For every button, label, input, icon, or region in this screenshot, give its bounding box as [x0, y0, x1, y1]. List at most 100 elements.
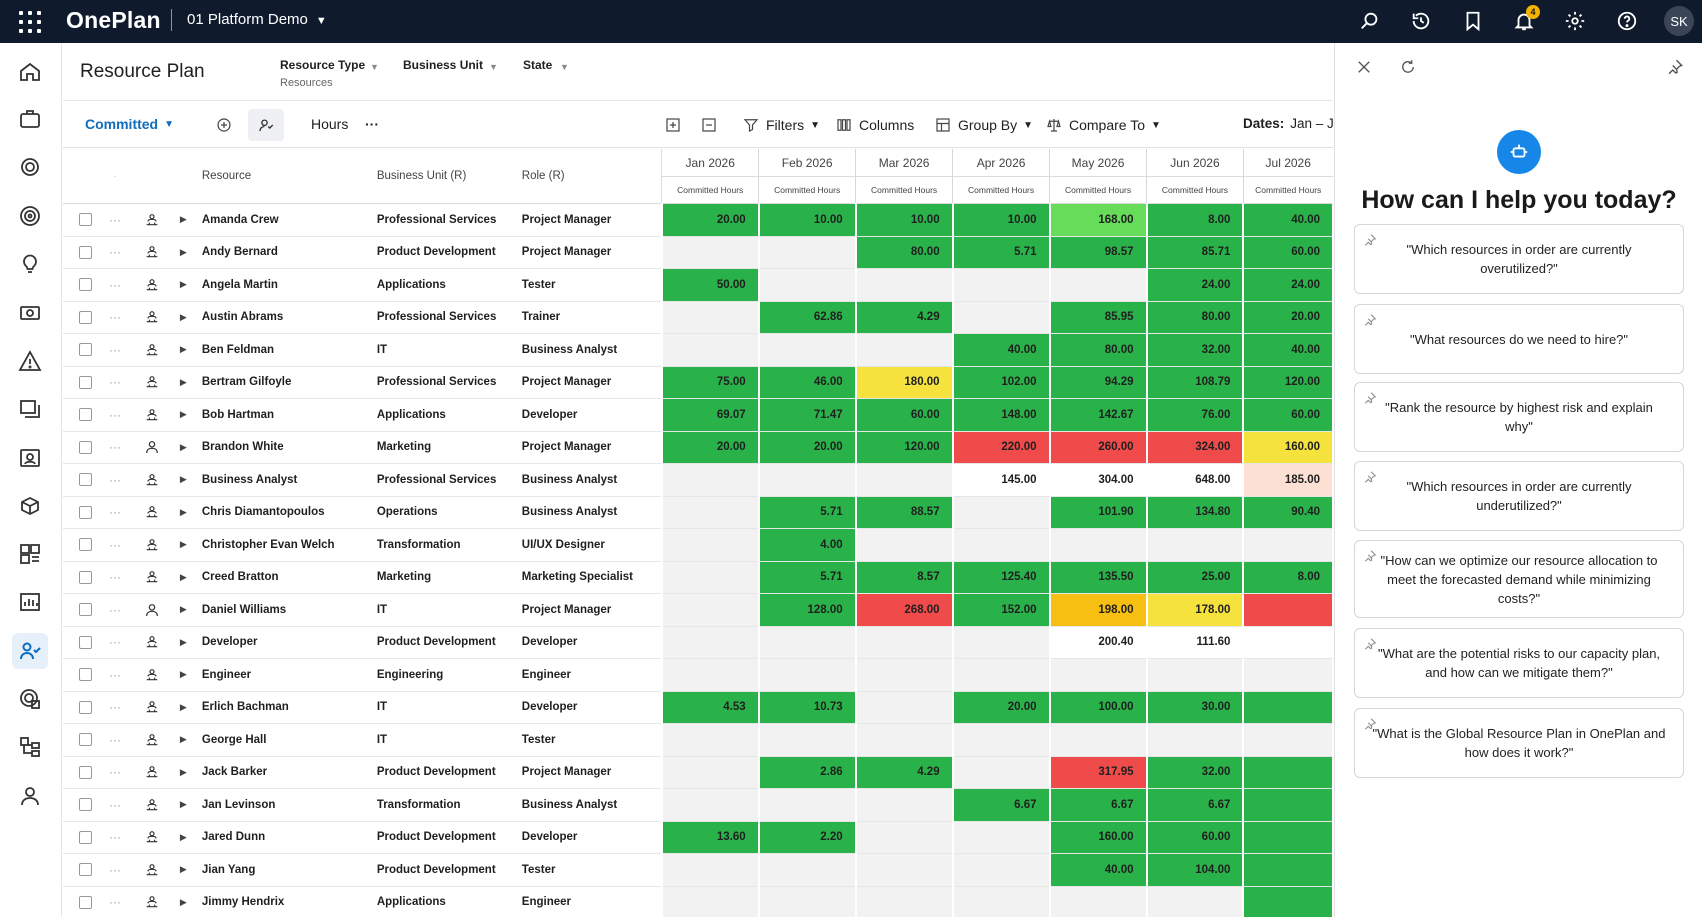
hours-cell[interactable] — [757, 626, 857, 659]
hours-cell[interactable] — [660, 496, 760, 529]
resource-name[interactable]: Jack Barker — [195, 756, 371, 789]
table-row[interactable]: ··· ▶ Bob Hartman Applications Developer 69.0… — [63, 398, 1333, 432]
month-header-jan[interactable]: Jan 2026 Committed Hours — [661, 149, 759, 204]
hours-cell[interactable]: 180.00 — [854, 366, 954, 399]
hours-cell[interactable]: 40.00 — [1048, 853, 1147, 887]
resource-name[interactable]: Business Analyst — [195, 463, 371, 497]
hours-cell[interactable]: 2.86 — [757, 756, 857, 789]
hours-cell[interactable]: 260.00 — [1048, 431, 1147, 464]
role-column-header[interactable]: Role (R) — [515, 149, 663, 204]
row-more-icon[interactable]: ··· — [96, 398, 133, 432]
expand-row-caret-icon[interactable]: ▶ — [170, 723, 196, 757]
row-checkbox[interactable] — [63, 398, 97, 432]
row-checkbox[interactable] — [63, 431, 97, 464]
hours-cell[interactable]: 317.95 — [1048, 756, 1147, 789]
resource-name[interactable]: Daniel Williams — [195, 593, 371, 627]
hours-cell[interactable] — [1242, 626, 1333, 659]
row-more-icon[interactable]: ··· — [96, 788, 133, 822]
expand-row-caret-icon[interactable]: ▶ — [170, 366, 196, 399]
row-more-icon[interactable]: ··· — [96, 431, 133, 464]
hours-cell[interactable] — [660, 528, 760, 562]
expand-row-caret-icon[interactable]: ▶ — [170, 886, 196, 917]
columns-button[interactable]: Columns — [835, 116, 914, 134]
hours-cell[interactable]: 148.00 — [951, 398, 1051, 432]
hours-cell[interactable]: 85.95 — [1048, 301, 1147, 334]
hours-cell[interactable] — [854, 788, 954, 822]
table-row[interactable]: ··· ▶ Andy Bernard Product Development Proje… — [63, 236, 1333, 269]
hours-cell[interactable] — [854, 463, 954, 497]
expand-row-caret-icon[interactable]: ▶ — [170, 821, 196, 854]
resource-name[interactable]: Erlich Bachman — [195, 691, 371, 724]
hours-cell[interactable]: 24.00 — [1145, 268, 1244, 302]
bookmark-icon[interactable] — [1459, 7, 1487, 35]
hours-cell[interactable]: 30.00 — [1145, 691, 1244, 724]
hours-cell[interactable]: 60.00 — [1242, 236, 1333, 269]
suggested-prompt-card[interactable]: "What is the Global Resource Plan in One… — [1354, 708, 1684, 778]
expand-row-caret-icon[interactable]: ▶ — [170, 626, 196, 659]
portfolio-briefcase-icon[interactable] — [12, 101, 48, 137]
hours-cell[interactable]: 200.40 — [1048, 626, 1147, 659]
table-row[interactable]: ··· ▶ Daniel Williams IT Project Manager 128.… — [63, 593, 1333, 627]
hours-cell[interactable]: 98.57 — [1048, 236, 1147, 269]
hours-cell[interactable]: 40.00 — [1242, 203, 1333, 237]
hours-cell[interactable]: 198.00 — [1048, 593, 1147, 627]
hours-cell[interactable] — [1145, 658, 1244, 692]
more-options-icon[interactable]: ··· — [365, 116, 379, 132]
resource-name[interactable]: Angela Martin — [195, 268, 371, 302]
hours-cell[interactable] — [1242, 723, 1333, 757]
resource-name[interactable]: Chris Diamantopoulos — [195, 496, 371, 529]
table-row[interactable]: ··· ▶ Jian Yang Product Development Tester 40… — [63, 853, 1333, 887]
resource-name[interactable]: Creed Bratton — [195, 561, 371, 594]
hours-cell[interactable]: 50.00 — [660, 268, 760, 302]
hours-cell[interactable] — [757, 723, 857, 757]
hours-cell[interactable] — [1242, 853, 1333, 887]
hours-cell[interactable] — [854, 853, 954, 887]
suggested-prompt-card[interactable]: "What resources do we need to hire?" — [1354, 304, 1684, 374]
strategy-icon[interactable] — [12, 149, 48, 185]
pin-icon[interactable] — [1363, 470, 1377, 484]
suggested-prompt-card[interactable]: "Which resources in order are currently … — [1354, 461, 1684, 531]
expand-all-icon[interactable] — [664, 116, 682, 134]
hours-cell[interactable]: 94.29 — [1048, 366, 1147, 399]
resource-name[interactable]: Jian Yang — [195, 853, 371, 887]
org-structure-icon[interactable] — [12, 729, 48, 765]
hours-cell[interactable] — [854, 821, 954, 854]
hours-cell[interactable]: 101.90 — [1048, 496, 1147, 529]
resource-name[interactable]: Bob Hartman — [195, 398, 371, 432]
hours-cell[interactable]: 152.00 — [951, 593, 1051, 627]
hours-cell[interactable]: 135.50 — [1048, 561, 1147, 594]
row-checkbox[interactable] — [63, 561, 97, 594]
hours-cell[interactable]: 4.00 — [757, 528, 857, 562]
home-icon[interactable] — [12, 54, 48, 90]
hours-cell[interactable] — [854, 723, 954, 757]
hours-cell[interactable]: 5.71 — [757, 496, 857, 529]
workspace-selector[interactable]: 01 Platform Demo ▼ — [187, 11, 327, 28]
suggested-prompt-card[interactable]: "How can we optimize our resource alloca… — [1354, 540, 1684, 618]
row-checkbox[interactable] — [63, 463, 97, 497]
hours-cell[interactable]: 60.00 — [1242, 398, 1333, 432]
month-header-jun[interactable]: Jun 2026 Committed Hours — [1146, 149, 1244, 204]
hours-cell[interactable]: 32.00 — [1145, 333, 1244, 367]
hours-cell[interactable] — [1242, 821, 1333, 854]
hours-cell[interactable]: 90.40 — [1242, 496, 1333, 529]
table-row[interactable]: ··· ▶ Amanda Crew Professional Services Proj… — [63, 203, 1333, 237]
hours-cell[interactable]: 178.00 — [1145, 593, 1244, 627]
ideas-lightbulb-icon[interactable] — [12, 246, 48, 282]
hours-cell[interactable] — [951, 756, 1051, 789]
filter-state[interactable]: State ▼ — [523, 58, 569, 72]
hours-cell[interactable]: 185.00 — [1242, 463, 1333, 497]
hours-cell[interactable] — [757, 853, 857, 887]
hours-cell[interactable]: 24.00 — [1242, 268, 1333, 302]
row-checkbox[interactable] — [63, 301, 97, 334]
hours-cell[interactable]: 102.00 — [951, 366, 1051, 399]
month-header-jul[interactable]: Jul 2026 Committed Hours — [1242, 149, 1333, 204]
suggested-prompt-card[interactable]: "What are the potential risks to our cap… — [1354, 628, 1684, 698]
table-row[interactable]: ··· ▶ Chris Diamantopoulos Operations Busine… — [63, 496, 1333, 529]
hours-cell[interactable]: 62.86 — [757, 301, 857, 334]
hours-cell[interactable] — [1242, 593, 1333, 627]
table-row[interactable]: ··· ▶ Jared Dunn Product Development Develop… — [63, 821, 1333, 854]
hours-cell[interactable]: 75.00 — [660, 366, 760, 399]
hours-cell[interactable]: 145.00 — [951, 463, 1051, 497]
resource-name[interactable]: Brandon White — [195, 431, 371, 464]
hours-cell[interactable]: 40.00 — [1242, 333, 1333, 367]
